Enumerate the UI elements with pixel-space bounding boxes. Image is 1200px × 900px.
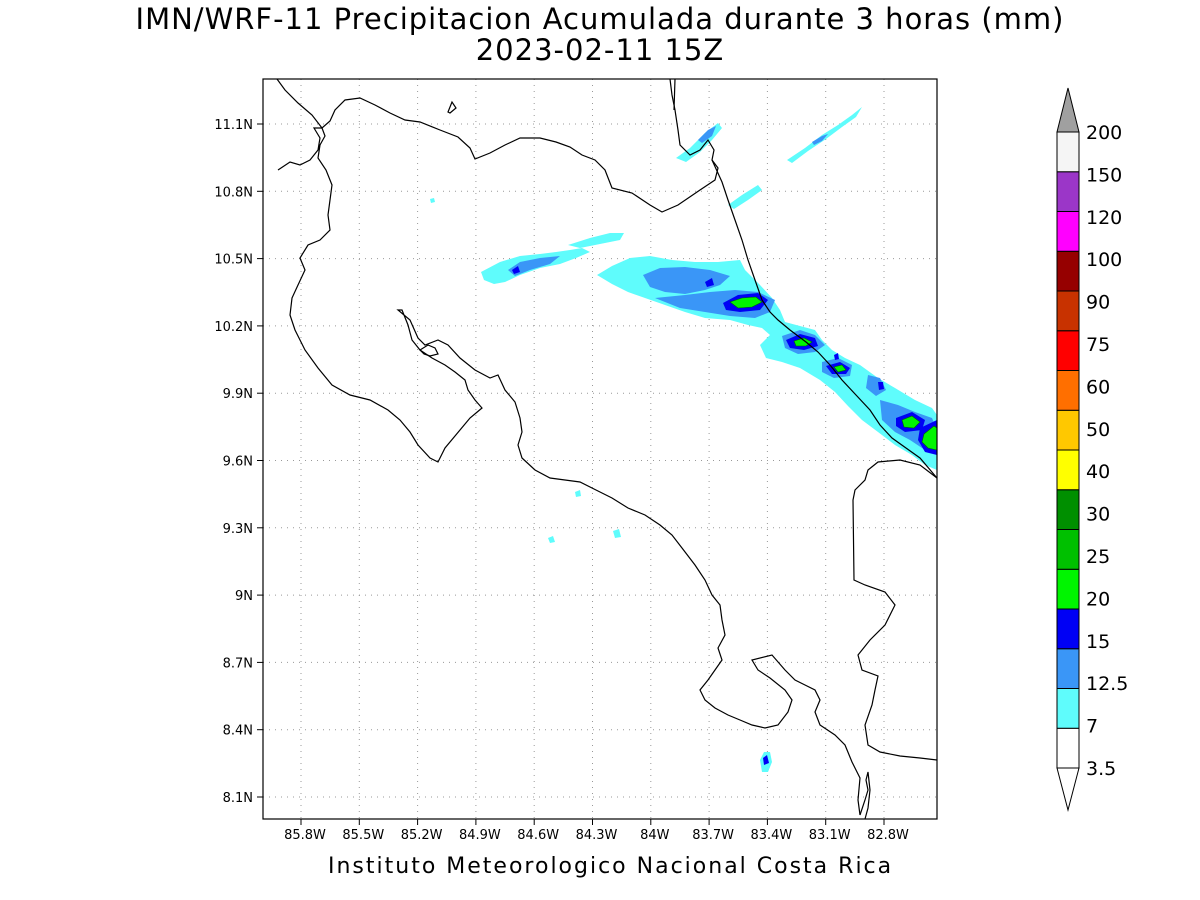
colorbar-swatch <box>1056 727 1080 769</box>
longitude-label: 85.5W <box>342 828 384 843</box>
colorbar-label: 40 <box>1086 461 1110 483</box>
latitude-label: 10.5N <box>214 253 253 268</box>
colorbar-swatch <box>1056 131 1080 173</box>
rain-band-northeast-3 <box>728 185 762 209</box>
map-date-subtitle: 2023-02-11 15Z <box>475 33 725 67</box>
latitude-label: 9.6N <box>223 455 253 470</box>
colorbar-top-triangle <box>1056 87 1080 133</box>
rain-max-coast-2 <box>833 364 847 373</box>
latitude-label: 10.2N <box>214 320 253 335</box>
gulf-nicoya-island <box>419 344 439 357</box>
colorbar-bottom-triangle <box>1056 767 1080 812</box>
rain-max-coast-4 <box>921 425 937 451</box>
longitude-label: 83.4W <box>750 828 792 843</box>
colorbar-swatch <box>1056 688 1080 729</box>
rain-band-west-2 <box>568 233 624 248</box>
rain-peak-coast-3 <box>834 353 839 360</box>
latitude-label: 8.1N <box>223 791 253 806</box>
rain-core-northeast-1 <box>698 126 716 143</box>
latitude-label: 10.8N <box>214 185 253 200</box>
colorbar-swatch <box>1056 211 1080 252</box>
colorbar-legend: 3.5 7 12.5 15 20 25 30 40 50 60 75 90 100 120 150 200 <box>1056 87 1128 812</box>
colorbar-label: 150 <box>1086 164 1122 186</box>
latitude-label: 8.4N <box>223 724 253 739</box>
colorbar-swatch <box>1056 171 1080 212</box>
colorbar-swatch <box>1056 250 1080 292</box>
rain-core-central-1 <box>643 267 730 294</box>
rain-cell-south-1 <box>575 490 581 497</box>
rain-core-northeast-2 <box>812 134 828 145</box>
colorbar-label: 20 <box>1086 588 1110 610</box>
longitude-label: 85.8W <box>284 828 326 843</box>
rain-peak-osa <box>763 755 769 765</box>
map-title: IMN/WRF-11 Precipitacion Acumulada duran… <box>135 2 1065 36</box>
rain-peak-coast-4 <box>878 382 884 390</box>
colorbar-swatch <box>1056 290 1080 332</box>
latitude-label: 11.1N <box>214 118 253 133</box>
colorbar-label: 15 <box>1086 631 1110 653</box>
rain-band-northeast-1 <box>676 123 722 162</box>
colorbar-swatch <box>1056 568 1080 610</box>
nicaragua-caribbean-coast <box>673 79 676 111</box>
institution-credit: Instituto Meteorologico Nacional Costa R… <box>328 854 894 879</box>
lake-nicaragua-island <box>447 100 457 114</box>
rain-band-northeast-2 <box>787 107 862 163</box>
rain-core-west <box>508 256 560 276</box>
latitude-label: 9.3N <box>223 522 253 537</box>
colorbar-swatch <box>1056 608 1080 650</box>
longitude-label: 82.8W <box>867 828 909 843</box>
burica-peninsula <box>859 771 871 819</box>
colorbar-label: 75 <box>1086 334 1110 356</box>
costa-rica-caribbean-coast <box>711 159 937 479</box>
colorbar-label: 90 <box>1086 292 1110 314</box>
rain-peak-central-1 <box>705 278 714 287</box>
longitude-label: 84.3W <box>576 828 618 843</box>
colorbar-label: 100 <box>1086 249 1122 271</box>
colorbar-label: 50 <box>1086 419 1110 441</box>
colorbar-label: 3.5 <box>1086 758 1116 780</box>
colorbar-label: 25 <box>1086 546 1110 568</box>
colorbar-label: 7 <box>1086 716 1098 738</box>
latitude-label: 9N <box>235 589 253 604</box>
rain-core-coast-3 <box>866 375 886 396</box>
costa-rica-pacific-coast <box>277 127 861 816</box>
colorbar-label: 12.5 <box>1086 673 1128 695</box>
longitude-label: 83.1W <box>809 828 851 843</box>
latitude-label: 9.9N <box>223 387 253 402</box>
colorbar-label: 30 <box>1086 504 1110 526</box>
rain-cell-north <box>430 198 435 203</box>
panama-border <box>852 459 937 761</box>
longitude-label: 84W <box>640 828 670 843</box>
colorbar-swatch <box>1056 370 1080 411</box>
colorbar-swatch <box>1056 409 1080 451</box>
colorbar-swatch <box>1056 489 1080 530</box>
colorbar-label: 120 <box>1086 207 1122 229</box>
longitude-label: 84.6W <box>517 828 559 843</box>
latitude-axis: 11.1N 10.8N 10.5N 10.2N 9.9N 9.6N 9.3N 9N 8.7N 8.… <box>214 118 263 806</box>
longitude-axis: 85.8W 85.5W 85.2W 84.9W 84.6W 84.3W 84W 83.7W 83… <box>284 819 909 843</box>
rain-cell-south-2 <box>548 536 555 543</box>
longitude-label: 85.2W <box>401 828 443 843</box>
precipitation-shading <box>430 107 937 772</box>
colorbar-swatch <box>1056 330 1080 371</box>
colorbar-label: 200 <box>1086 122 1122 144</box>
rain-cell-south-3 <box>613 529 621 538</box>
rain-peak-west <box>512 266 520 274</box>
longitude-label: 84.9W <box>459 828 501 843</box>
map-frame <box>262 78 938 820</box>
coastlines <box>276 79 937 819</box>
colorbar-swatch <box>1056 529 1080 570</box>
latitude-label: 8.7N <box>223 656 253 671</box>
grid-lines <box>263 79 937 819</box>
colorbar-label: 60 <box>1086 376 1110 398</box>
rain-max-central <box>729 296 763 309</box>
longitude-label: 83.7W <box>692 828 734 843</box>
rain-max-coast-3 <box>901 415 921 429</box>
rain-band-central <box>597 256 937 470</box>
colorbar-swatch <box>1056 449 1080 491</box>
colorbar-swatch <box>1056 648 1080 689</box>
lake-nicaragua-shore <box>276 79 719 213</box>
